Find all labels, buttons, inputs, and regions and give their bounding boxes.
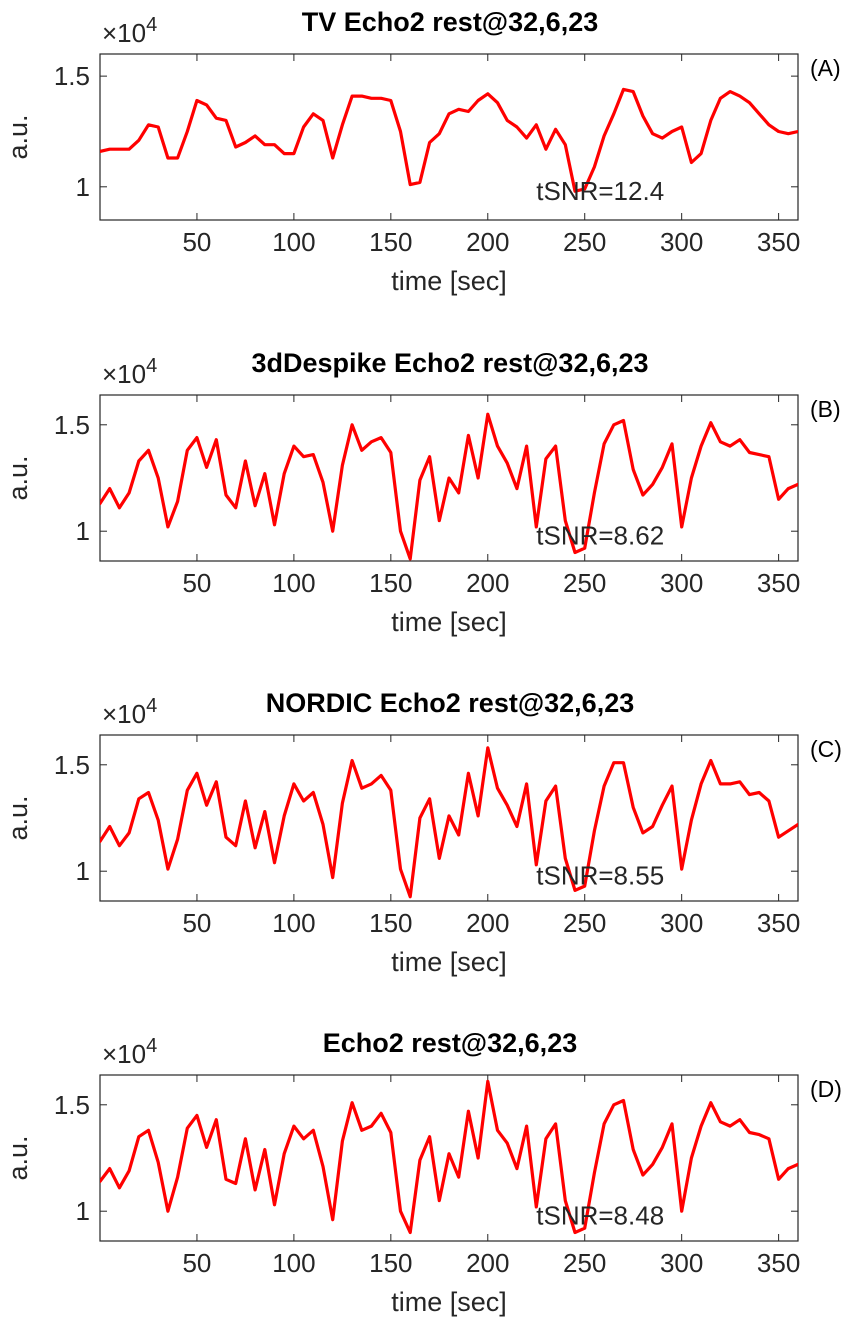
exponent-power: 4 — [146, 14, 157, 36]
tsnr-annotation: tSNR=8.62 — [536, 520, 664, 550]
x-tick-label: 50 — [182, 908, 211, 938]
y-exponent-label: ×104 — [102, 355, 157, 389]
exponent-power: 4 — [146, 1035, 157, 1057]
x-tick-label: 50 — [182, 1248, 211, 1278]
x-tick-label: 250 — [563, 1248, 606, 1278]
exponent-power: 4 — [146, 355, 157, 377]
x-tick-label: 350 — [757, 908, 800, 938]
x-tick-label: 100 — [272, 568, 315, 598]
x-tick-label: 200 — [466, 1248, 509, 1278]
y-exponent-label: ×104 — [102, 14, 157, 48]
y-tick-label: 1 — [76, 172, 90, 202]
y-axis-label: a.u. — [3, 114, 33, 159]
exponent-power: 4 — [146, 695, 157, 717]
x-tick-label: 50 — [182, 568, 211, 598]
y-axis-label: a.u. — [3, 795, 33, 840]
x-tick-label: 100 — [272, 1248, 315, 1278]
x-tick-label: 350 — [757, 227, 800, 257]
panel-label: (C) — [810, 736, 842, 762]
x-axis-label: time [sec] — [391, 1287, 507, 1317]
x-axis-label: time [sec] — [391, 266, 507, 296]
chart-title: Echo2 rest@32,6,23 — [323, 1028, 577, 1058]
x-tick-label: 150 — [369, 908, 412, 938]
y-axis-label: a.u. — [3, 455, 33, 500]
x-axis-label: time [sec] — [391, 947, 507, 977]
x-tick-label: 250 — [563, 568, 606, 598]
x-tick-label: 200 — [466, 568, 509, 598]
x-tick-label: 300 — [660, 568, 703, 598]
y-exponent-label: ×104 — [102, 1035, 157, 1069]
series-line — [100, 1079, 798, 1235]
chart-panel-1: 50 100 150 200 250 300 350 1 1.5 ×104 TV Echo2 res… — [3, 7, 841, 296]
x-tick-label: 250 — [563, 908, 606, 938]
exponent-base: ×10 — [102, 359, 146, 389]
x-tick-label: 50 — [182, 227, 211, 257]
chart-panel-4: 50 100 150 200 250 300 350 1 1.5 ×104 Echo2 rest@3… — [3, 1028, 842, 1317]
y-tick-label: 1.5 — [54, 61, 90, 91]
x-tick-label: 150 — [369, 1248, 412, 1278]
x-tick-label: 300 — [660, 227, 703, 257]
exponent-base: ×10 — [102, 18, 146, 48]
x-tick-label: 150 — [369, 227, 412, 257]
x-tick-label: 350 — [757, 568, 800, 598]
panel-label: (D) — [810, 1076, 842, 1102]
x-tick-label: 100 — [272, 908, 315, 938]
tsnr-annotation: tSNR=8.48 — [536, 1200, 664, 1230]
x-tick-label: 250 — [563, 227, 606, 257]
y-tick-label: 1.5 — [54, 750, 90, 780]
exponent-base: ×10 — [102, 1039, 146, 1069]
chart-panel-2: 50 100 150 200 250 300 350 1 1.5 ×104 3dDespike Ec… — [3, 348, 841, 637]
chart-title: TV Echo2 rest@32,6,23 — [302, 7, 598, 37]
x-tick-label: 300 — [660, 908, 703, 938]
series-line — [100, 412, 798, 561]
x-tick-label: 150 — [369, 568, 412, 598]
y-tick-label: 1.5 — [54, 410, 90, 440]
tsnr-annotation: tSNR=8.55 — [536, 860, 664, 890]
y-tick-label: 1 — [76, 1196, 90, 1226]
y-axis-label: a.u. — [3, 1135, 33, 1180]
x-tick-label: 350 — [757, 1248, 800, 1278]
panel-label: (B) — [810, 396, 841, 422]
plot-area — [99, 53, 799, 221]
x-tick-label: 200 — [466, 227, 509, 257]
y-tick-label: 1 — [76, 856, 90, 886]
series-line — [100, 87, 798, 193]
x-tick-label: 200 — [466, 908, 509, 938]
chart-title: 3dDespike Echo2 rest@32,6,23 — [251, 348, 648, 378]
exponent-base: ×10 — [102, 699, 146, 729]
y-exponent-label: ×104 — [102, 695, 157, 729]
x-tick-label: 300 — [660, 1248, 703, 1278]
y-tick-label: 1 — [76, 516, 90, 546]
x-tick-label: 100 — [272, 227, 315, 257]
y-tick-label: 1.5 — [54, 1090, 90, 1120]
x-axis-label: time [sec] — [391, 607, 507, 637]
chart-panel-3: 50 100 150 200 250 300 350 1 1.5 ×104 NORDIC Echo2… — [3, 688, 842, 977]
panel-label: (A) — [810, 55, 841, 81]
chart-title: NORDIC Echo2 rest@32,6,23 — [266, 688, 634, 718]
series-line — [100, 746, 798, 899]
tsnr-annotation: tSNR=12.4 — [536, 176, 664, 206]
